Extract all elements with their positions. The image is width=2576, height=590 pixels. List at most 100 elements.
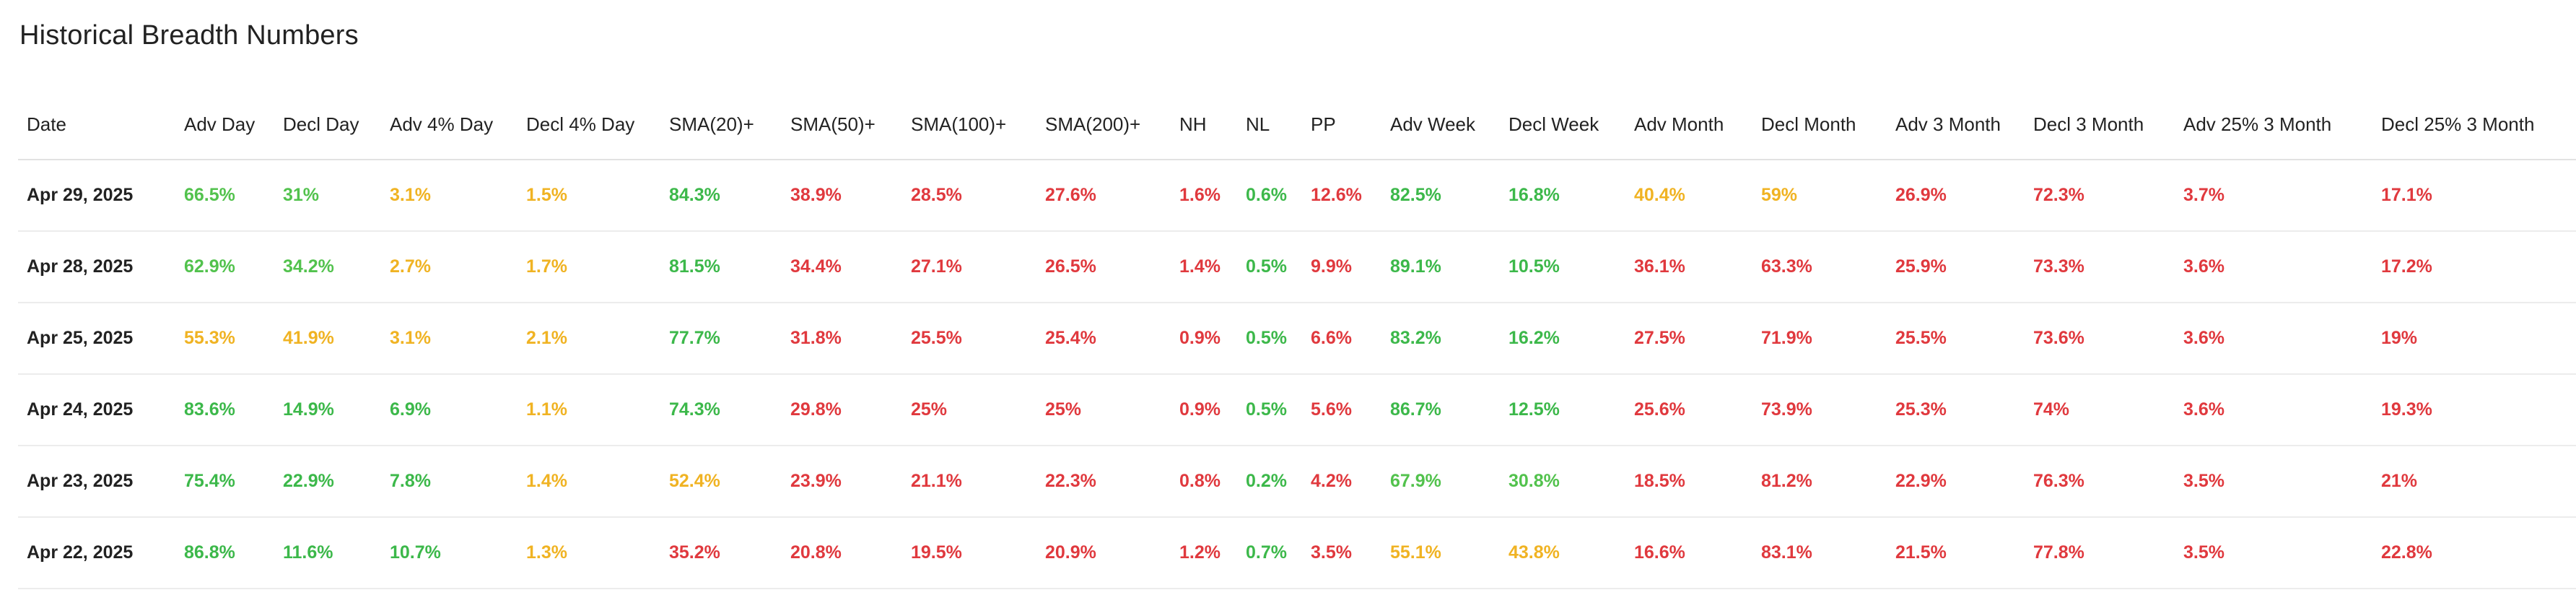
cell-decl-3-month: 73.3%	[2025, 231, 2175, 303]
cell-adv-4pct-day: 2.7%	[381, 231, 518, 303]
cell-sma50: 29.8%	[782, 374, 902, 446]
cell-pp: 3.5%	[1302, 517, 1381, 589]
cell-decl-25pct-3-month: 17.1%	[2372, 160, 2576, 232]
cell-decl-week: 30.8%	[1500, 446, 1625, 518]
cell-adv-4pct-day: 6.9%	[381, 374, 518, 446]
cell-decl-25pct-3-month: 21%	[2372, 446, 2576, 518]
cell-decl-3-month: 72.3%	[2025, 160, 2175, 232]
column-header-adv-4pct-day[interactable]: Adv 4% Day	[381, 90, 518, 160]
cell-nh: 0.8%	[1171, 446, 1237, 518]
column-header-date[interactable]: Date	[18, 90, 175, 160]
cell-sma100: 19.5%	[902, 517, 1036, 589]
cell-adv-3-month: 25.9%	[1887, 231, 2025, 303]
cell-adv-week: 89.1%	[1381, 231, 1500, 303]
column-header-pp[interactable]: PP	[1302, 90, 1381, 160]
cell-adv-week: 55.1%	[1381, 517, 1500, 589]
cell-decl-week: 43.8%	[1500, 517, 1625, 589]
cell-nl: 0.6%	[1237, 160, 1302, 232]
column-header-sma50[interactable]: SMA(50)+	[782, 90, 902, 160]
cell-adv-month: 27.5%	[1625, 303, 1752, 375]
cell-sma20: 81.5%	[660, 231, 782, 303]
cell-nl: 0.5%	[1237, 303, 1302, 375]
column-header-decl-day[interactable]: Decl Day	[274, 90, 381, 160]
cell-sma20: 84.3%	[660, 160, 782, 232]
table-row[interactable]: Apr 29, 2025 66.5% 31% 3.1% 1.5% 84.3% 38.9% 28…	[18, 160, 2576, 232]
cell-decl-week: 16.2%	[1500, 303, 1625, 375]
cell-nl: 0.7%	[1237, 517, 1302, 589]
cell-decl-day: 34.2%	[274, 231, 381, 303]
column-header-adv-25pct-3-month[interactable]: Adv 25% 3 Month	[2175, 90, 2372, 160]
cell-nl: 0.2%	[1237, 446, 1302, 518]
cell-adv-month: 25.6%	[1625, 374, 1752, 446]
cell-sma100: 28.5%	[902, 160, 1036, 232]
cell-sma200: 25%	[1036, 374, 1171, 446]
cell-date: Apr 28, 2025	[18, 231, 175, 303]
cell-adv-25pct-3-month: 3.6%	[2175, 374, 2372, 446]
cell-decl-month: 73.9%	[1752, 374, 1887, 446]
cell-adv-4pct-day: 10.7%	[381, 517, 518, 589]
cell-adv-25pct-3-month: 3.6%	[2175, 303, 2372, 375]
column-header-adv-month[interactable]: Adv Month	[1625, 90, 1752, 160]
cell-decl-3-month: 77.8%	[2025, 517, 2175, 589]
cell-adv-25pct-3-month: 3.7%	[2175, 160, 2372, 232]
cell-sma20: 77.7%	[660, 303, 782, 375]
cell-sma50: 34.4%	[782, 231, 902, 303]
cell-adv-month: 16.6%	[1625, 517, 1752, 589]
page-title: Historical Breadth Numbers	[19, 20, 359, 51]
cell-sma20: 74.3%	[660, 374, 782, 446]
cell-sma50: 31.8%	[782, 303, 902, 375]
cell-decl-25pct-3-month: 22.8%	[2372, 517, 2576, 589]
cell-adv-day: 83.6%	[175, 374, 274, 446]
column-header-sma200[interactable]: SMA(200)+	[1036, 90, 1171, 160]
cell-nh: 0.9%	[1171, 374, 1237, 446]
column-header-adv-3-month[interactable]: Adv 3 Month	[1887, 90, 2025, 160]
table-row[interactable]: Apr 22, 2025 86.8% 11.6% 10.7% 1.3% 35.2% 20.8…	[18, 517, 2576, 589]
cell-adv-month: 36.1%	[1625, 231, 1752, 303]
cell-decl-month: 83.1%	[1752, 517, 1887, 589]
cell-adv-month: 18.5%	[1625, 446, 1752, 518]
cell-sma20: 35.2%	[660, 517, 782, 589]
table-row[interactable]: Apr 28, 2025 62.9% 34.2% 2.7% 1.7% 81.5% 34.4%…	[18, 231, 2576, 303]
cell-adv-3-month: 25.3%	[1887, 374, 2025, 446]
cell-decl-month: 71.9%	[1752, 303, 1887, 375]
cell-pp: 12.6%	[1302, 160, 1381, 232]
cell-adv-4pct-day: 3.1%	[381, 160, 518, 232]
column-header-sma20[interactable]: SMA(20)+	[660, 90, 782, 160]
table-header-row: Date Adv Day Decl Day Adv 4% Day Decl 4%…	[18, 90, 2576, 160]
table-row[interactable]: Apr 25, 2025 55.3% 41.9% 3.1% 2.1% 77.7% 31.8%…	[18, 303, 2576, 375]
cell-adv-4pct-day: 3.1%	[381, 303, 518, 375]
cell-adv-day: 66.5%	[175, 160, 274, 232]
cell-nh: 1.2%	[1171, 517, 1237, 589]
table-body: Apr 29, 2025 66.5% 31% 3.1% 1.5% 84.3% 38.9% 28…	[18, 160, 2576, 589]
column-header-adv-day[interactable]: Adv Day	[175, 90, 274, 160]
cell-sma100: 25%	[902, 374, 1036, 446]
cell-sma50: 38.9%	[782, 160, 902, 232]
column-header-sma100[interactable]: SMA(100)+	[902, 90, 1036, 160]
breadth-table: Date Adv Day Decl Day Adv 4% Day Decl 4%…	[18, 90, 2576, 589]
cell-sma100: 21.1%	[902, 446, 1036, 518]
cell-adv-week: 83.2%	[1381, 303, 1500, 375]
cell-date: Apr 24, 2025	[18, 374, 175, 446]
column-header-nl[interactable]: NL	[1237, 90, 1302, 160]
column-header-decl-4pct-day[interactable]: Decl 4% Day	[518, 90, 660, 160]
cell-pp: 5.6%	[1302, 374, 1381, 446]
cell-decl-day: 41.9%	[274, 303, 381, 375]
cell-pp: 4.2%	[1302, 446, 1381, 518]
column-header-nh[interactable]: NH	[1171, 90, 1237, 160]
cell-adv-3-month: 25.5%	[1887, 303, 2025, 375]
column-header-decl-month[interactable]: Decl Month	[1752, 90, 1887, 160]
column-header-decl-week[interactable]: Decl Week	[1500, 90, 1625, 160]
column-header-adv-week[interactable]: Adv Week	[1381, 90, 1500, 160]
cell-decl-week: 10.5%	[1500, 231, 1625, 303]
column-header-decl-25pct-3-month[interactable]: Decl 25% 3 Month	[2372, 90, 2576, 160]
cell-adv-week: 82.5%	[1381, 160, 1500, 232]
cell-adv-month: 40.4%	[1625, 160, 1752, 232]
table-row[interactable]: Apr 23, 2025 75.4% 22.9% 7.8% 1.4% 52.4% 23.9%…	[18, 446, 2576, 518]
cell-adv-25pct-3-month: 3.6%	[2175, 231, 2372, 303]
cell-sma200: 25.4%	[1036, 303, 1171, 375]
table-row[interactable]: Apr 24, 2025 83.6% 14.9% 6.9% 1.1% 74.3% 29.8%…	[18, 374, 2576, 446]
cell-adv-3-month: 21.5%	[1887, 517, 2025, 589]
column-header-decl-3-month[interactable]: Decl 3 Month	[2025, 90, 2175, 160]
cell-adv-25pct-3-month: 3.5%	[2175, 446, 2372, 518]
cell-adv-day: 86.8%	[175, 517, 274, 589]
